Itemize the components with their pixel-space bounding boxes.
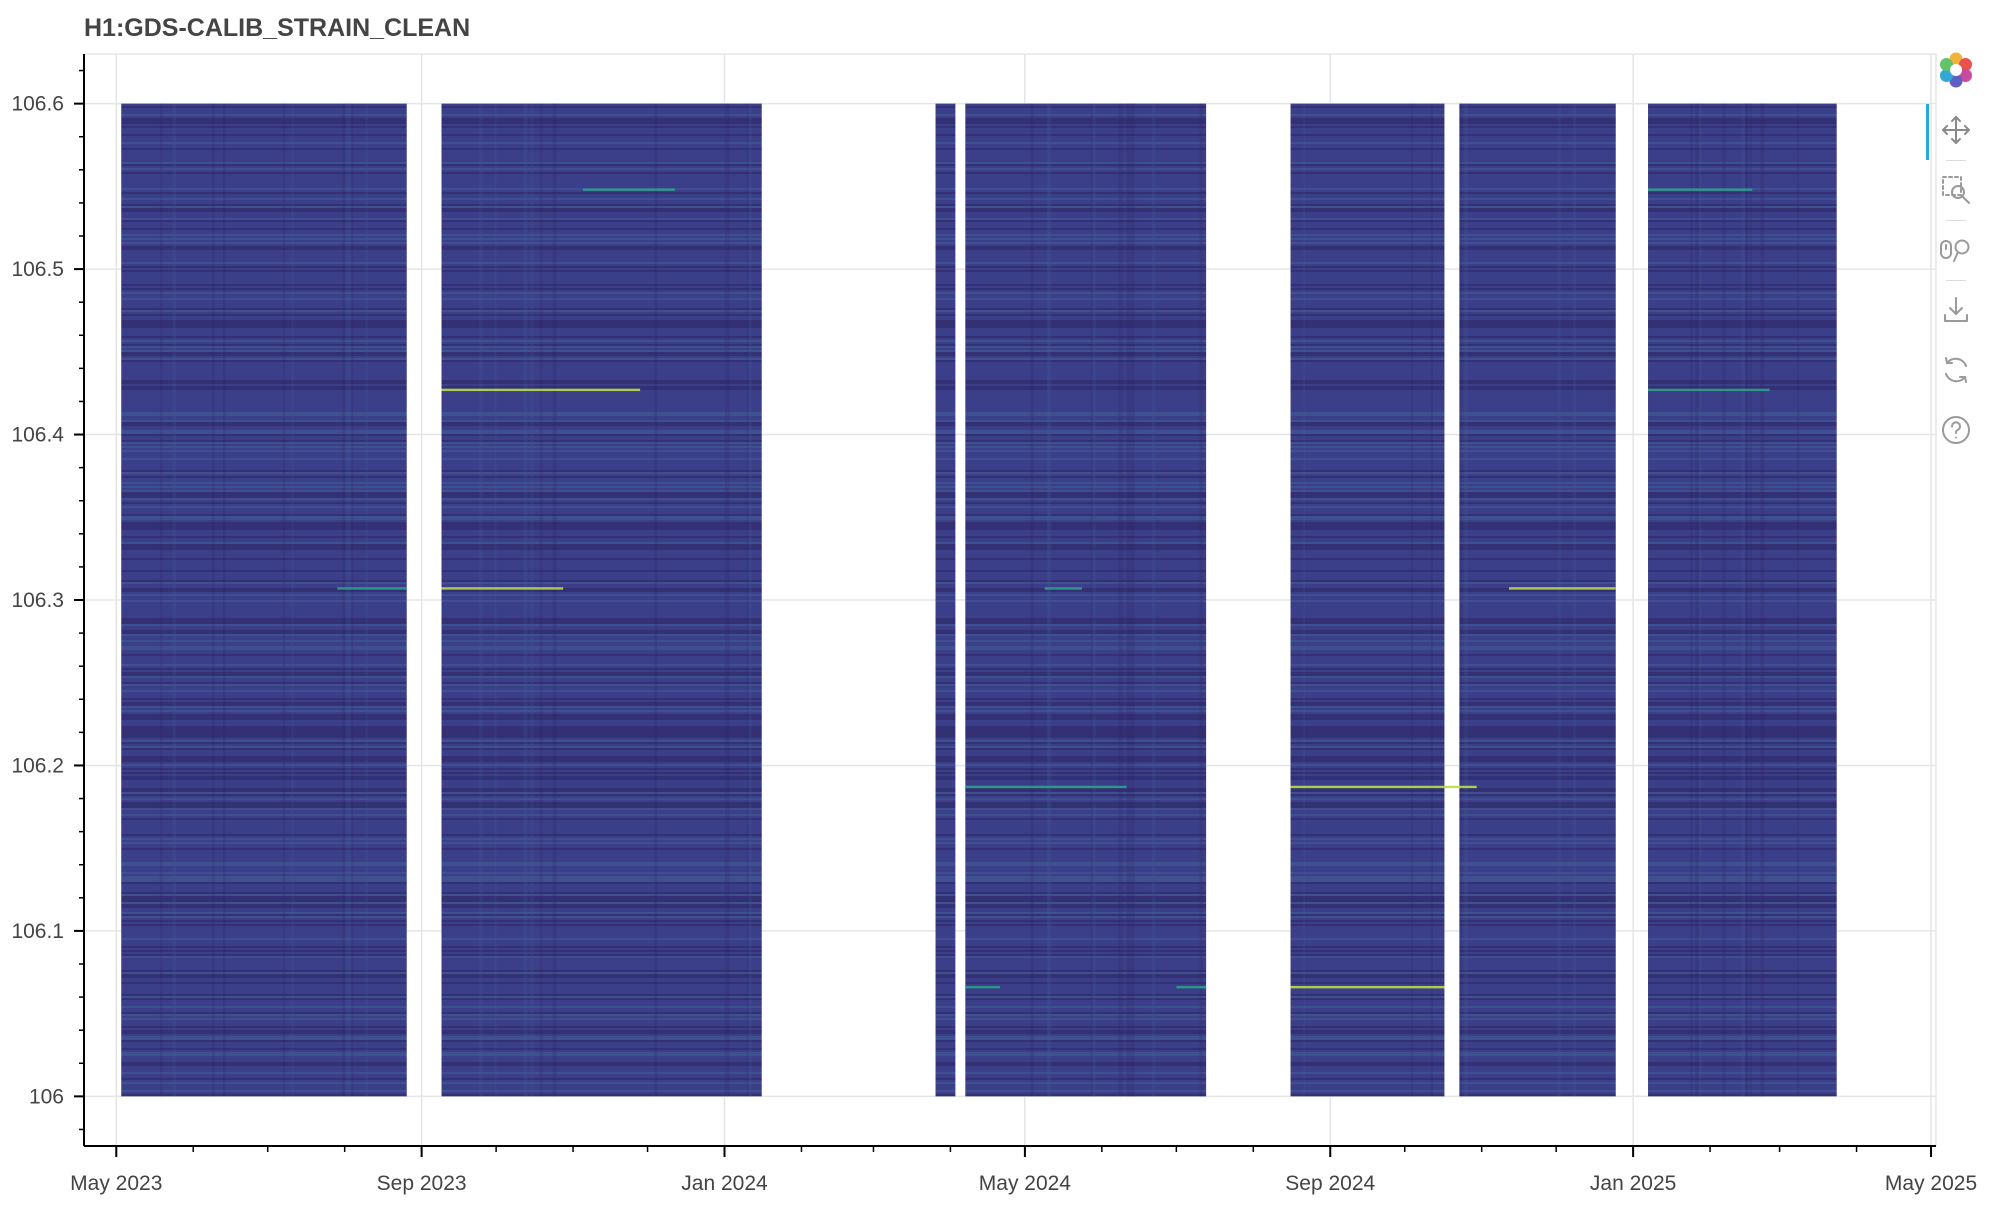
heatmap-streak [1759, 103, 1765, 1097]
heatmap-streak [1741, 103, 1745, 1097]
heatmap-segment-2 [441, 103, 762, 1097]
bokeh-logo-icon[interactable] [1936, 50, 1976, 90]
spectral-line [965, 985, 1001, 989]
toolbar-separator [1946, 220, 1966, 221]
spectral-line [1648, 188, 1753, 191]
y-tick-label: 106.1 [11, 920, 64, 943]
heatmap-streak [1572, 103, 1577, 1097]
heatmap-streak [748, 103, 752, 1097]
heatmap-streak [1695, 103, 1699, 1097]
plot-title: H1:GDS-CALIB_STRAIN_CLEAN [84, 14, 471, 42]
heatmap-streak [172, 103, 176, 1097]
heatmap-streak [1746, 103, 1749, 1097]
heatmap-streak [223, 103, 226, 1097]
heatmap-streak [1199, 103, 1204, 1097]
heatmap-streak [1091, 103, 1097, 1097]
heatmap-streak [479, 103, 483, 1097]
heatmap-streak [159, 103, 163, 1097]
heatmap-streak [1722, 103, 1726, 1097]
heatmap-streak [1303, 103, 1306, 1097]
x-tick-label: May 2023 [70, 1172, 162, 1195]
heatmap-streak [351, 103, 354, 1097]
x-tick-label: Sep 2024 [1285, 1172, 1375, 1195]
heatmap-streak [365, 103, 368, 1097]
x-tick-label: May 2024 [979, 1172, 1072, 1195]
heatmap-streak [291, 103, 294, 1097]
y-tick-label: 106 [29, 1085, 64, 1108]
heatmap-streak [1749, 103, 1753, 1097]
heatmap-streak [552, 103, 557, 1097]
heatmap-streak [342, 103, 346, 1097]
y-tick-label: 106.5 [11, 258, 64, 281]
heatmap-streak [1118, 103, 1123, 1097]
x-tick-label: Jan 2024 [681, 1172, 768, 1195]
heatmap-streak [654, 103, 658, 1097]
heatmap-streak [724, 103, 730, 1097]
spectral-lines [337, 188, 1770, 989]
spectral-line [441, 587, 564, 590]
heatmap-streak [282, 103, 286, 1097]
heatmap-streak [1797, 103, 1800, 1097]
y-tick-label: 106.3 [11, 589, 64, 612]
heatmap-streak [1463, 103, 1468, 1097]
reset-icon[interactable] [1936, 350, 1976, 390]
box-zoom-icon[interactable] [1936, 170, 1976, 210]
heatmap-streak [539, 103, 543, 1097]
heatmap-streak [212, 103, 215, 1097]
spectral-line [965, 785, 1127, 789]
heatmap-streak [1090, 103, 1094, 1097]
heatmap-streak [1410, 103, 1414, 1097]
heatmap-segment-4 [965, 103, 1207, 1097]
spectral-line [1508, 587, 1616, 590]
toolbar-separator [1946, 160, 1966, 161]
help-icon[interactable] [1936, 410, 1976, 450]
axes: 106 106.1 106.2 106.3 106.4 106.5 106.6 May 202… [11, 54, 1977, 1195]
toolbar-separator [1946, 280, 1966, 281]
x-tick-label: May 2025 [1885, 1172, 1977, 1195]
heatmap-segment-5 [1290, 103, 1445, 1097]
heatmap-streak [346, 103, 351, 1097]
spectral-line [1290, 785, 1477, 789]
heatmap-streak [494, 103, 497, 1097]
y-tick-label: 106.6 [11, 93, 64, 116]
heatmap-streak [1430, 103, 1433, 1097]
heatmap-segments [121, 103, 1837, 1097]
spectral-line [1290, 985, 1445, 989]
plot-toolbar [1926, 48, 1992, 468]
heatmap-streak [1151, 103, 1156, 1097]
x-tick-label: Jan 2025 [1590, 1172, 1676, 1195]
heatmap-streak [1130, 103, 1135, 1097]
spectral-line [1044, 587, 1082, 590]
y-tick-label: 106.4 [11, 424, 64, 447]
heatmap-segment-6 [1459, 103, 1616, 1097]
heatmap-segment-1 [121, 103, 407, 1097]
active-tool-indicator [1926, 104, 1929, 160]
y-tick-label: 106.2 [11, 754, 64, 777]
heatmap-streak [746, 103, 749, 1097]
heatmap-streak [1745, 103, 1747, 1097]
spectral-line [337, 587, 407, 590]
pan-icon[interactable] [1936, 110, 1976, 150]
heatmap-streak [1047, 103, 1052, 1097]
spectral-line [582, 188, 675, 191]
heatmap-streak [530, 103, 534, 1097]
heatmap-streak [1047, 103, 1050, 1097]
save-icon[interactable] [1936, 290, 1976, 330]
wheel-zoom-icon[interactable] [1936, 230, 1976, 270]
heatmap-segment-7 [1648, 103, 1837, 1097]
heatmap-streak [1459, 103, 1463, 1097]
heatmap-streak [523, 103, 528, 1097]
heatmap-streak [1126, 103, 1131, 1097]
heatmap-streak [1030, 103, 1034, 1097]
heatmap-segment-3 [935, 103, 956, 1097]
heatmap-streak [1689, 103, 1693, 1097]
spectral-line [1648, 388, 1770, 392]
heatmap-streak [1698, 103, 1702, 1097]
spectral-line [441, 388, 641, 392]
spectral-line [1176, 985, 1207, 989]
heatmap-streak [1557, 103, 1561, 1097]
x-tick-label: Sep 2023 [377, 1172, 467, 1195]
